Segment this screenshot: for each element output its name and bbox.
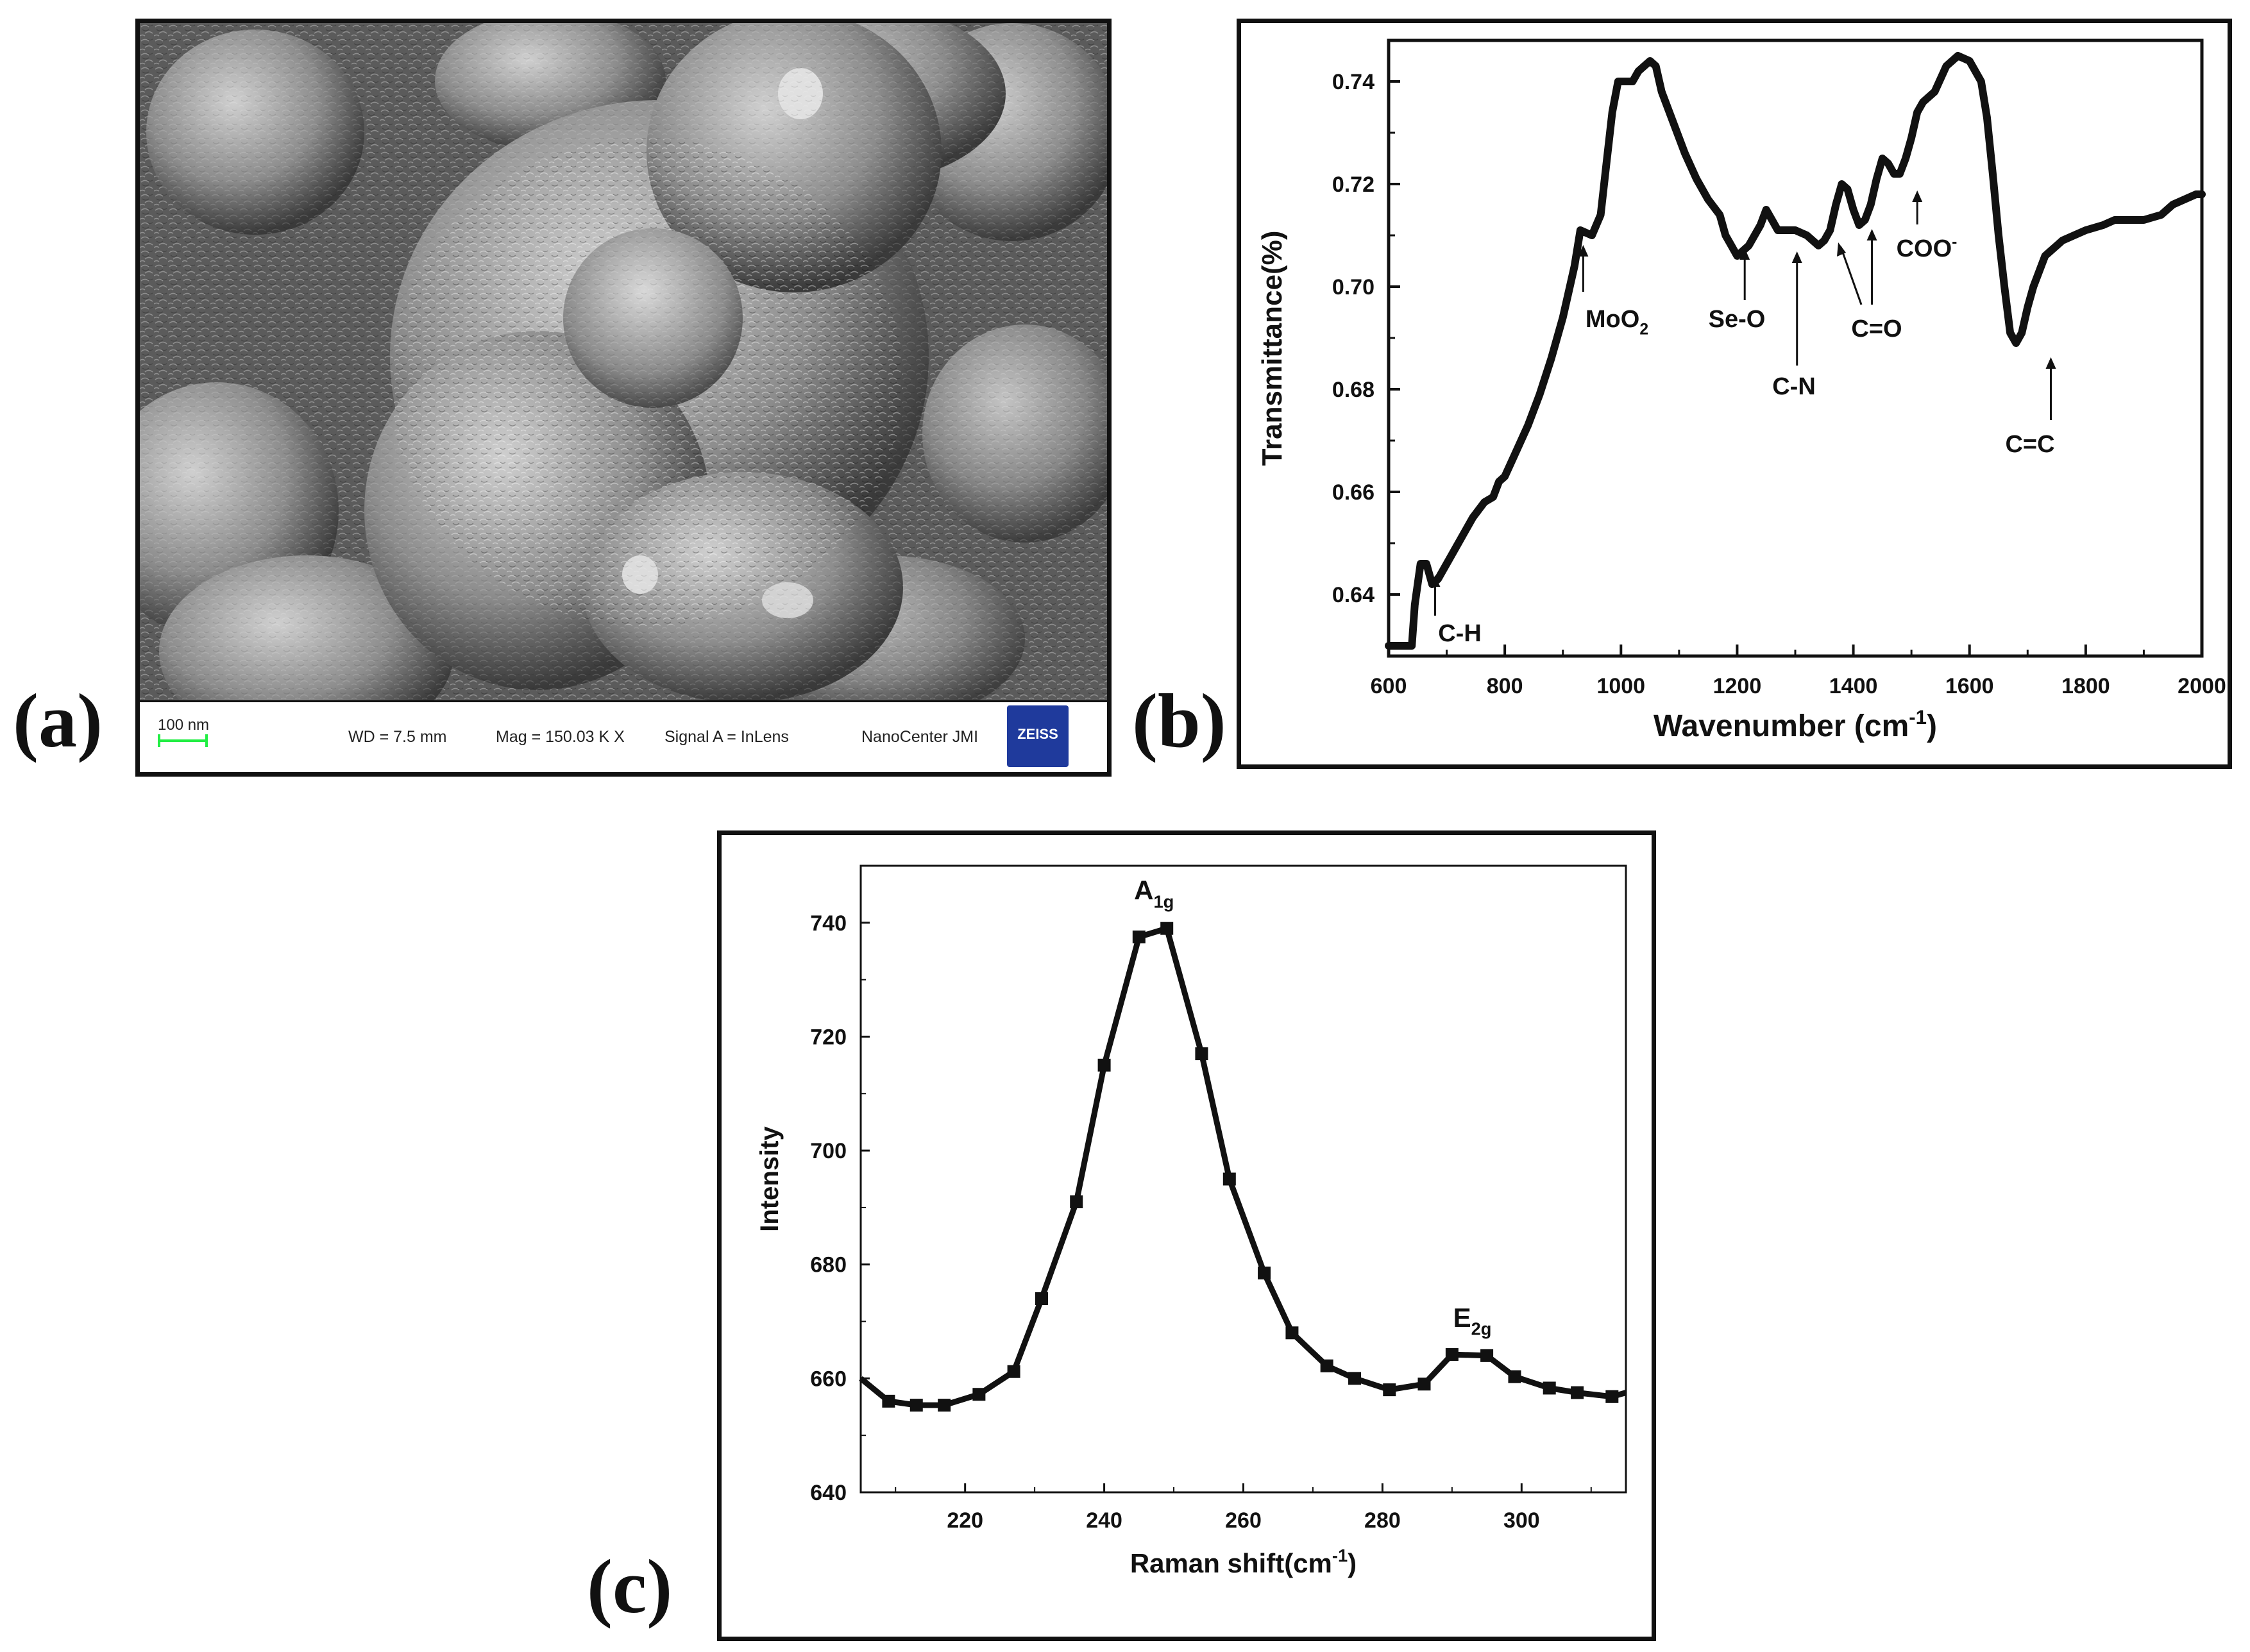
panel-b-frame	[1237, 19, 2232, 769]
raman-y-tick-label: 660	[810, 1367, 847, 1391]
raman-y-tick-label: 740	[810, 911, 847, 936]
raman-data-point	[882, 1394, 895, 1408]
raman-data-point	[1097, 1058, 1111, 1072]
scale-bar-label: 100 nm	[158, 716, 210, 734]
raman-data-point	[1480, 1349, 1494, 1362]
ftir-x-tick-label: 1800	[2061, 674, 2110, 698]
ftir-series-line	[1385, 52, 2206, 650]
signal-type: Signal A = InLens	[664, 728, 789, 746]
ftir-annotation-arrowhead	[2045, 357, 2056, 369]
raman-y-axis-title: Intensity	[756, 1126, 784, 1232]
panel-a-label: (a)	[13, 678, 103, 763]
ftir-annotation-label: Se-O	[1709, 306, 1766, 333]
sem-micrograph	[140, 23, 1107, 700]
raman-data-point	[1445, 1348, 1459, 1361]
ftir-annotation-label: C=C	[2005, 431, 2054, 458]
ftir-y-tick-label: 0.68	[1332, 378, 1375, 402]
ftir-annotation-arrow	[1840, 246, 1863, 305]
raman-x-tick-label: 240	[1086, 1508, 1122, 1533]
raman-data-point	[1132, 931, 1146, 944]
raman-data-point	[1258, 1267, 1271, 1280]
raman-data-point	[1007, 1365, 1020, 1378]
raman-data-point	[1035, 1292, 1048, 1306]
ftir-x-tick-label: 1000	[1596, 674, 1645, 698]
ftir-annotation-arrowhead	[1739, 248, 1750, 260]
raman-data-point	[1070, 1195, 1083, 1209]
working-distance: WD = 7.5 mm	[348, 728, 447, 746]
raman-data-point	[1195, 1047, 1208, 1061]
raman-data-point	[1285, 1326, 1299, 1340]
ftir-annotation-arrowhead	[1837, 242, 1846, 257]
ftir-x-tick-label: 1600	[1945, 674, 1994, 698]
raman-data-point	[1320, 1359, 1333, 1372]
ftir-annotation-arrowhead	[1791, 251, 1802, 263]
ftir-x-tick-label: 1400	[1829, 674, 1878, 698]
ftir-annotation-arrowhead	[1866, 229, 1877, 240]
ftir-y-tick-label: 0.72	[1332, 173, 1375, 197]
raman-peak-label: E2g	[1453, 1302, 1492, 1339]
raman-data-point	[1605, 1390, 1619, 1403]
ftir-x-tick-label: 1200	[1713, 674, 1762, 698]
raman-x-tick-label: 280	[1364, 1508, 1401, 1533]
ftir-annotation-label: C-N	[1772, 373, 1816, 400]
ftir-x-tick-label: 2000	[2178, 674, 2226, 698]
raman-y-tick-label: 700	[810, 1139, 847, 1163]
ftir-annotation-label: C-H	[1438, 620, 1482, 647]
panel-c-frame	[717, 830, 1656, 1641]
ftir-annotation-arrowhead	[1912, 190, 1923, 202]
raman-data-point	[938, 1399, 951, 1412]
raman-x-tick-label: 300	[1503, 1508, 1540, 1533]
nanocenter-label: NanoCenter JMI	[861, 728, 979, 746]
raman-data-point	[1543, 1381, 1556, 1395]
scale-bar-left-tick	[158, 734, 160, 747]
ftir-annotation-arrowhead	[1430, 575, 1441, 587]
ftir-y-tick-label: 0.66	[1332, 480, 1375, 505]
scale-bar	[158, 739, 208, 742]
zeiss-logo: ZEISS	[1007, 705, 1069, 767]
ftir-y-tick-label: 0.64	[1332, 583, 1375, 607]
ftir-y-axis-title: Transmittance(%)	[1256, 231, 1288, 466]
raman-x-tick-label: 220	[947, 1508, 983, 1533]
raman-y-tick-label: 720	[810, 1025, 847, 1049]
ftir-annotation-label: COO-	[1897, 233, 1958, 262]
sem-texture	[140, 23, 1107, 700]
ftir-x-tick-label: 600	[1371, 674, 1407, 698]
raman-x-axis-title: Raman shift(cm-1)	[1130, 1546, 1357, 1578]
scale-bar-right-tick	[205, 734, 208, 747]
sem-info-bar: 100 nm WD = 7.5 mm Mag = 150.03 K X Sign…	[140, 700, 1107, 772]
raman-data-point	[1348, 1372, 1362, 1385]
raman-data-point	[1160, 922, 1174, 935]
raman-data-point	[1383, 1383, 1396, 1397]
raman-data-point	[1571, 1386, 1584, 1399]
ftir-annotation-label: MoO2	[1586, 306, 1648, 338]
raman-peak-label: A1g	[1134, 875, 1174, 912]
raman-y-tick-label: 640	[810, 1481, 847, 1505]
ftir-y-tick-label: 0.74	[1332, 70, 1375, 94]
raman-x-tick-label: 260	[1225, 1508, 1262, 1533]
ftir-y-tick-label: 0.70	[1332, 275, 1375, 299]
raman-data-point	[909, 1399, 923, 1412]
raman-data-point	[1222, 1172, 1236, 1186]
raman-data-point	[1508, 1370, 1521, 1383]
raman-series-line	[859, 925, 1627, 1408]
ftir-x-axis-title: Wavenumber (cm-1)	[1654, 706, 1937, 743]
panel-c-label: (c)	[587, 1544, 673, 1629]
raman-data-point	[972, 1388, 986, 1401]
magnification: Mag = 150.03 K X	[496, 728, 625, 746]
ftir-x-tick-label: 800	[1487, 674, 1523, 698]
raman-y-tick-label: 680	[810, 1253, 847, 1277]
ftir-annotation-arrowhead	[1578, 245, 1589, 257]
ftir-annotation-label: C=O	[1851, 316, 1902, 342]
raman-data-point	[1417, 1378, 1431, 1391]
panel-b-label: (b)	[1132, 678, 1226, 763]
